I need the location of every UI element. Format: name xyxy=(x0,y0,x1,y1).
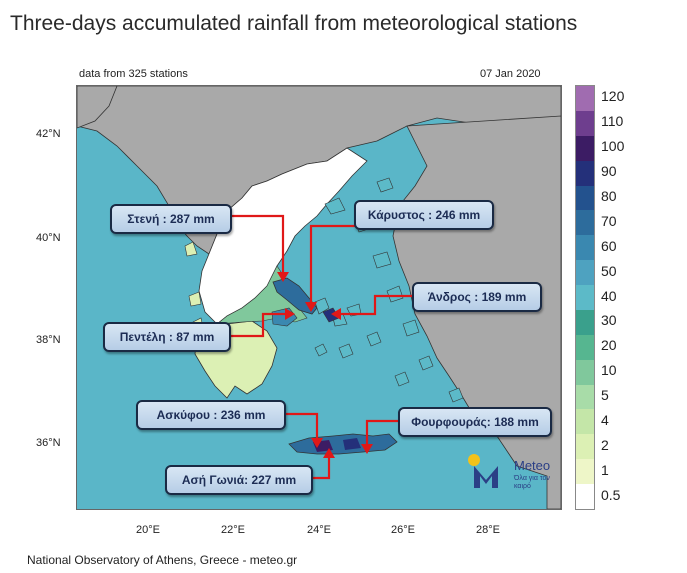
colorbar-swatch xyxy=(576,185,594,211)
rainfall-colorbar xyxy=(575,85,595,510)
penteli-leader xyxy=(227,312,287,338)
asigonia-arrowhead xyxy=(323,448,335,458)
karystos-leader xyxy=(309,224,357,304)
lat-label-42: 42°N xyxy=(36,128,61,140)
colorbar-label: 110 xyxy=(601,113,624,130)
colorbar-swatch xyxy=(576,309,594,336)
karystos-arrowhead xyxy=(305,302,317,312)
colorbar-label: 4 xyxy=(601,411,609,428)
lon-label-24: 24°E xyxy=(307,524,331,536)
lat-label-36: 36°N xyxy=(36,437,61,449)
fourfouras-arrowhead xyxy=(361,444,373,454)
footer-credit: National Observatory of Athens, Greece -… xyxy=(27,553,298,567)
colorbar-swatch xyxy=(576,135,594,162)
lon-label-20: 20°E xyxy=(136,524,160,536)
colorbar-label: 50 xyxy=(601,262,617,279)
callout-penteli: Πεντέλη : 87 mm xyxy=(103,322,231,352)
colorbar-label: 30 xyxy=(601,312,617,329)
callout-karystos: Κάρυστος : 246 mm xyxy=(354,200,494,230)
colorbar-label: 20 xyxy=(601,337,617,354)
colorbar-label: 100 xyxy=(601,138,625,155)
askyfou-arrowhead xyxy=(311,438,323,448)
italy-land xyxy=(77,86,118,129)
colorbar-swatch xyxy=(576,434,594,460)
colorbar-label: 90 xyxy=(601,163,617,180)
meteo-m-icon xyxy=(468,454,498,488)
leader-lines xyxy=(223,214,413,480)
steni-leader xyxy=(223,214,285,274)
colorbar-label: 70 xyxy=(601,212,617,229)
lon-label-26: 26°E xyxy=(391,524,415,536)
fourfouras-leader xyxy=(365,419,399,446)
colorbar-swatch xyxy=(576,409,594,435)
colorbar-label: 0.5 xyxy=(601,486,621,503)
colorbar-swatch xyxy=(576,484,594,510)
penteli-arrowhead xyxy=(285,308,295,320)
colorbar-label: 5 xyxy=(601,387,609,404)
meteo-logo-tagline: Όλα για τον καιρό xyxy=(514,475,550,490)
meteo-logo xyxy=(466,452,558,498)
callout-andros: Άνδρος : 189 mm xyxy=(412,282,542,312)
colorbar-label: 40 xyxy=(601,287,617,304)
colorbar-label: 1 xyxy=(601,461,609,478)
colorbar-swatch xyxy=(576,235,594,261)
colorbar-label: 60 xyxy=(601,237,617,254)
station-count-label: data from 325 stations xyxy=(79,68,188,80)
crete-central-heavy xyxy=(343,438,361,450)
lon-label-22: 22°E xyxy=(221,524,245,536)
colorbar-label: 2 xyxy=(601,436,609,453)
meteo-logo-name: Meteo xyxy=(514,458,551,473)
callout-asi-gonia: Ασή Γωνιά: 227 mm xyxy=(165,465,313,495)
colorbar-swatch xyxy=(576,384,594,410)
colorbar-label: 80 xyxy=(601,187,617,204)
callout-fourfouras: Φουρφουράς: 188 mm xyxy=(398,407,552,437)
lat-label-38: 38°N xyxy=(36,334,61,346)
andros-leader xyxy=(339,294,413,316)
colorbar-swatch xyxy=(576,334,594,361)
asigonia-leader xyxy=(311,456,331,480)
map-title: Three-days accumulated rainfall from met… xyxy=(10,12,578,35)
colorbar-swatch xyxy=(576,285,594,311)
andros-arrowhead xyxy=(331,308,341,320)
date-label: 07 Jan 2020 xyxy=(480,68,541,80)
colorbar-swatch xyxy=(576,210,594,236)
callout-steni: Στενή : 287 mm xyxy=(110,204,232,234)
colorbar-swatch xyxy=(576,160,594,187)
colorbar-label: 10 xyxy=(601,362,617,379)
askyfou-leader xyxy=(283,412,319,440)
colorbar-swatch xyxy=(576,110,594,137)
lat-label-40: 40°N xyxy=(36,232,61,244)
colorbar-swatch xyxy=(576,260,594,286)
steni-arrowhead xyxy=(277,272,289,282)
colorbar-label: 120 xyxy=(601,88,625,105)
colorbar-swatch xyxy=(576,359,594,386)
evia-island xyxy=(272,277,318,315)
lon-label-28: 28°E xyxy=(476,524,500,536)
aegean-islands xyxy=(314,177,464,403)
colorbar-swatch xyxy=(576,86,594,112)
colorbar-swatch xyxy=(576,459,594,485)
callout-askyfou: Ασκύφου : 236 mm xyxy=(136,400,286,430)
